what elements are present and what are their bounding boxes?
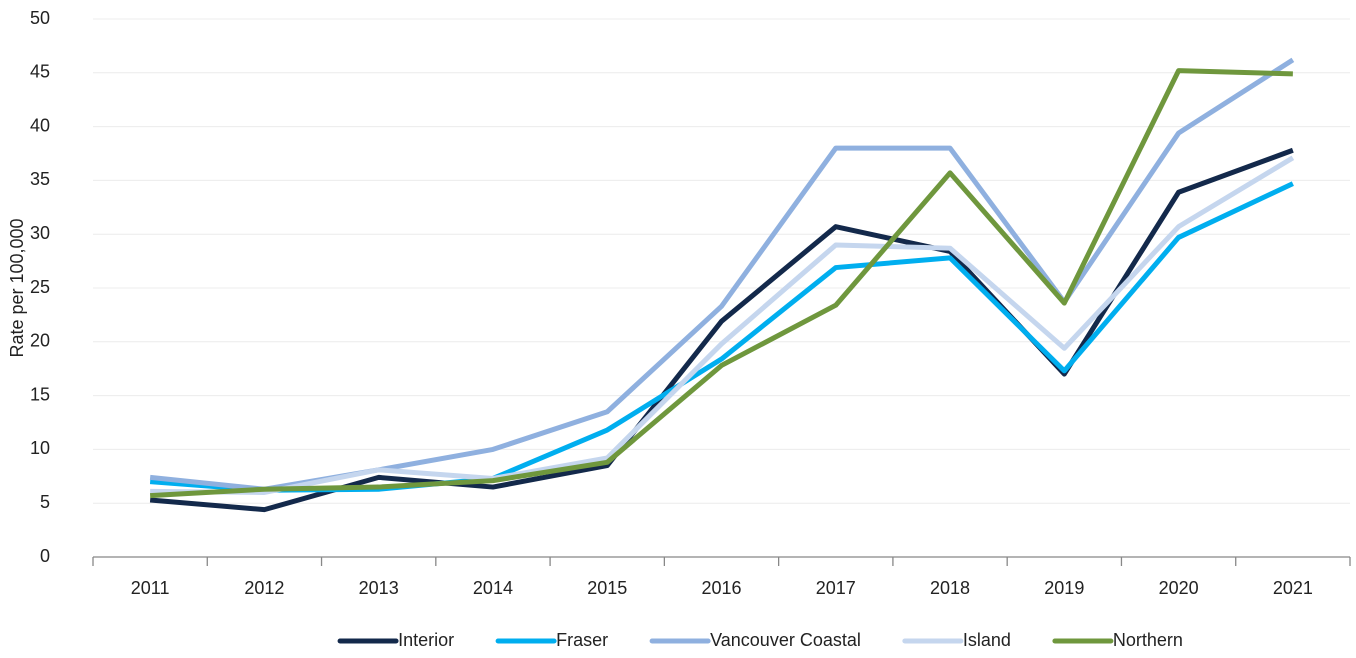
y-tick-label: 45	[30, 62, 50, 82]
y-tick-label: 30	[30, 223, 50, 243]
x-tick-label: 2021	[1273, 578, 1313, 598]
series-line	[150, 155, 1295, 495]
y-tick-label: 35	[30, 169, 50, 189]
series-line	[149, 57, 1295, 492]
legend-label: Vancouver Coastal	[710, 630, 861, 650]
y-axis-label: Rate per 100,000	[7, 218, 27, 357]
x-tick-label: 2014	[473, 578, 513, 598]
legend-label: Fraser	[556, 630, 608, 650]
legend-label: Interior	[398, 630, 454, 650]
y-tick-label: 40	[30, 115, 50, 135]
y-tick-label: 0	[40, 546, 50, 566]
series-line	[149, 147, 1294, 513]
legend-label: Northern	[1113, 630, 1183, 650]
x-tick-label: 2018	[930, 578, 970, 598]
series-line	[149, 68, 1293, 499]
x-tick-label: 2012	[244, 578, 284, 598]
legend-label: Island	[963, 630, 1011, 650]
x-tick-label: 2016	[701, 578, 741, 598]
x-tick-label: 2017	[816, 578, 856, 598]
y-tick-label: 20	[30, 331, 50, 351]
y-tick-label: 15	[30, 384, 50, 404]
x-tick-label: 2019	[1044, 578, 1084, 598]
y-tick-label: 5	[40, 492, 50, 512]
x-tick-label: 2015	[587, 578, 627, 598]
y-tick-label: 10	[30, 438, 50, 458]
y-tick-label: 25	[30, 277, 50, 297]
x-tick-label: 2013	[359, 578, 399, 598]
x-tick-label: 2020	[1159, 578, 1199, 598]
y-tick-label: 50	[30, 8, 50, 28]
series-line	[149, 181, 1294, 493]
x-tick-label: 2011	[131, 578, 170, 598]
